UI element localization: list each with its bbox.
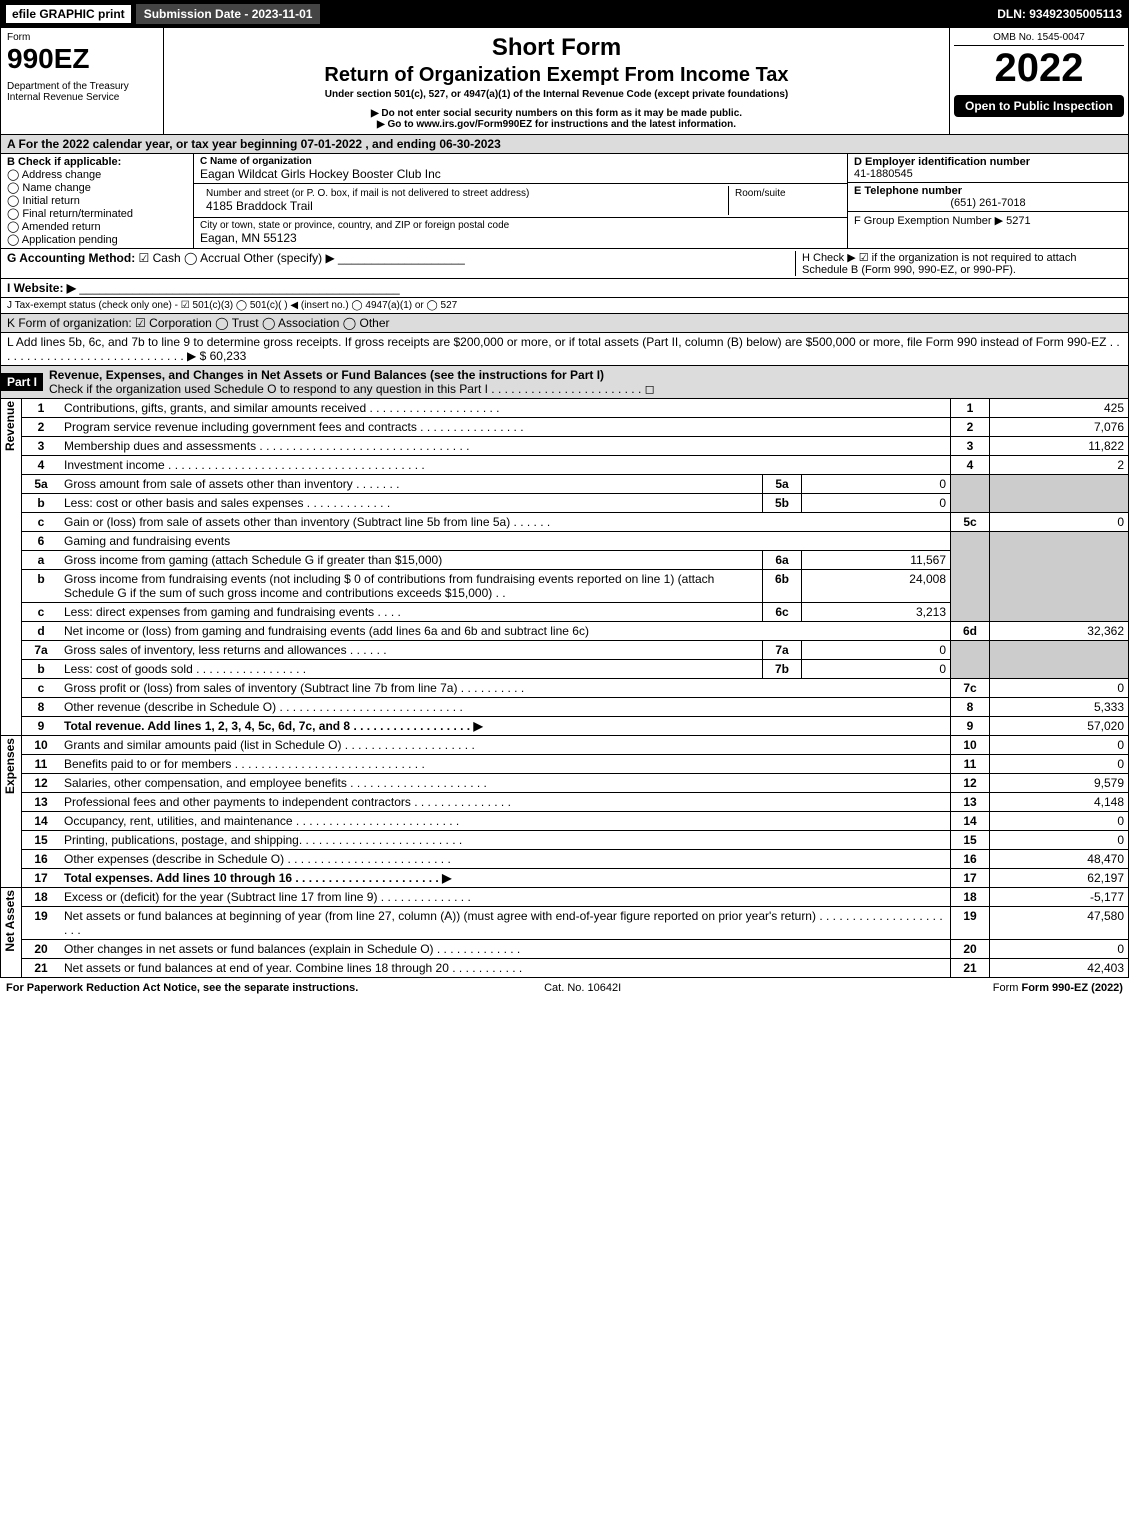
check-final-return[interactable]: ◯ Final return/terminated	[7, 207, 187, 220]
telephone: (651) 261-7018	[854, 197, 1122, 209]
net-assets-label: Net Assets	[1, 888, 19, 954]
check-name-change[interactable]: ◯ Name change	[7, 181, 187, 194]
section-f-group-exemption: F Group Exemption Number ▶ 5271	[854, 214, 1122, 227]
title-return: Return of Organization Exempt From Incom…	[170, 64, 943, 87]
form-label: Form	[7, 32, 157, 43]
line-20-val: 0	[990, 940, 1129, 959]
section-j-tax-exempt[interactable]: J Tax-exempt status (check only one) - ☑…	[0, 298, 1129, 314]
form-header: Form 990EZ Department of the Treasury In…	[0, 28, 1129, 135]
line-3-val: 11,822	[990, 437, 1129, 456]
city-state-zip: Eagan, MN 55123	[200, 231, 841, 245]
line-5b-val: 0	[802, 494, 951, 513]
footer-paperwork: For Paperwork Reduction Act Notice, see …	[6, 982, 358, 994]
address-label: Number and street (or P. O. box, if mail…	[206, 188, 722, 199]
line-21-val: 42,403	[990, 959, 1129, 978]
section-b-label: B Check if applicable:	[7, 156, 187, 168]
accounting-cash[interactable]: ☑ Cash	[139, 251, 181, 265]
section-k-form-org[interactable]: K Form of organization: ☑ Corporation ◯ …	[0, 314, 1129, 333]
line-8-val: 5,333	[990, 698, 1129, 717]
line-1-ref: 1	[951, 399, 990, 418]
part-1-header: Part I Revenue, Expenses, and Changes in…	[0, 366, 1129, 399]
part-1-label: Part I	[1, 373, 43, 391]
line-14-val: 0	[990, 812, 1129, 831]
subtitle-section: Under section 501(c), 527, or 4947(a)(1)…	[168, 89, 945, 100]
dln-number: DLN: 93492305005113	[997, 7, 1128, 21]
accounting-accrual[interactable]: ◯ Accrual	[184, 251, 240, 265]
part-1-table: Revenue 1Contributions, gifts, grants, a…	[0, 399, 1129, 978]
revenue-label: Revenue	[1, 399, 19, 453]
warning-ssn: ▶ Do not enter social security numbers o…	[168, 108, 945, 119]
open-to-public: Open to Public Inspection	[954, 95, 1124, 117]
org-name: Eagan Wildcat Girls Hockey Booster Club …	[200, 167, 841, 181]
line-7b-val: 0	[802, 660, 951, 679]
expenses-label: Expenses	[1, 736, 19, 796]
submission-date: Submission Date - 2023-11-01	[136, 4, 321, 24]
part-1-check[interactable]: Check if the organization used Schedule …	[49, 382, 655, 396]
line-7c-val: 0	[990, 679, 1129, 698]
line-1-val: 425	[990, 399, 1129, 418]
line-1-num: 1	[22, 399, 61, 418]
check-amended-return[interactable]: ◯ Amended return	[7, 220, 187, 233]
top-bar: efile GRAPHIC print Submission Date - 20…	[0, 0, 1129, 28]
line-19-val: 47,580	[990, 907, 1129, 940]
room-label: Room/suite	[735, 188, 835, 199]
section-h-schedule-b[interactable]: H Check ▶ ☑ if the organization is not r…	[795, 251, 1122, 276]
dept-label: Department of the Treasury Internal Reve…	[7, 81, 157, 103]
section-i-website: I Website: ▶ ___________________________…	[0, 279, 1129, 298]
part-1-title: Revenue, Expenses, and Changes in Net As…	[49, 368, 604, 382]
footer-cat-no: Cat. No. 10642I	[544, 982, 621, 994]
line-6c-val: 3,213	[802, 603, 951, 622]
section-c-label: C Name of organization	[200, 156, 841, 167]
line-16-val: 48,470	[990, 850, 1129, 869]
section-d-label: D Employer identification number	[854, 156, 1122, 168]
omb-number: OMB No. 1545-0047	[954, 32, 1124, 46]
section-l-gross-receipts: L Add lines 5b, 6c, and 7b to line 9 to …	[0, 333, 1129, 366]
line-9-val: 57,020	[990, 717, 1129, 736]
line-5a-val: 0	[802, 475, 951, 494]
line-1-desc: Contributions, gifts, grants, and simila…	[60, 399, 951, 418]
section-g-h: G Accounting Method: ☑ Cash ◯ Accrual Ot…	[0, 249, 1129, 279]
title-short-form: Short Form	[170, 34, 943, 62]
accounting-other[interactable]: Other (specify) ▶	[243, 251, 334, 265]
section-a-tax-year: A For the 2022 calendar year, or tax yea…	[0, 135, 1129, 154]
line-7a-val: 0	[802, 641, 951, 660]
tax-year: 2022	[954, 46, 1124, 91]
check-application-pending[interactable]: ◯ Application pending	[7, 233, 187, 246]
line-17-val: 62,197	[990, 869, 1129, 888]
form-number: 990EZ	[7, 43, 157, 75]
footer-form-ref: Form Form 990-EZ (2022)	[993, 982, 1123, 994]
city-label: City or town, state or province, country…	[200, 220, 841, 231]
ein: 41-1880545	[854, 168, 1122, 180]
line-5c-val: 0	[990, 513, 1129, 532]
line-6a-val: 11,567	[802, 551, 951, 570]
goto-link[interactable]: ▶ Go to www.irs.gov/Form990EZ for instru…	[168, 119, 945, 130]
line-6b-val: 24,008	[802, 570, 951, 603]
address: 4185 Braddock Trail	[206, 199, 722, 213]
line-15-val: 0	[990, 831, 1129, 850]
line-13-val: 4,148	[990, 793, 1129, 812]
efile-print-button[interactable]: efile GRAPHIC print	[5, 4, 132, 24]
g-label: G Accounting Method:	[7, 251, 135, 265]
line-4-val: 2	[990, 456, 1129, 475]
org-info-box: B Check if applicable: ◯ Address change …	[0, 154, 1129, 249]
line-10-val: 0	[990, 736, 1129, 755]
line-2-val: 7,076	[990, 418, 1129, 437]
check-address-change[interactable]: ◯ Address change	[7, 168, 187, 181]
line-12-val: 9,579	[990, 774, 1129, 793]
line-6d-val: 32,362	[990, 622, 1129, 641]
page-footer: For Paperwork Reduction Act Notice, see …	[0, 978, 1129, 998]
line-11-val: 0	[990, 755, 1129, 774]
check-initial-return[interactable]: ◯ Initial return	[7, 194, 187, 207]
gross-receipts-amount: 60,233	[210, 349, 247, 363]
section-e-label: E Telephone number	[854, 185, 1122, 197]
line-18-val: -5,177	[990, 888, 1129, 907]
